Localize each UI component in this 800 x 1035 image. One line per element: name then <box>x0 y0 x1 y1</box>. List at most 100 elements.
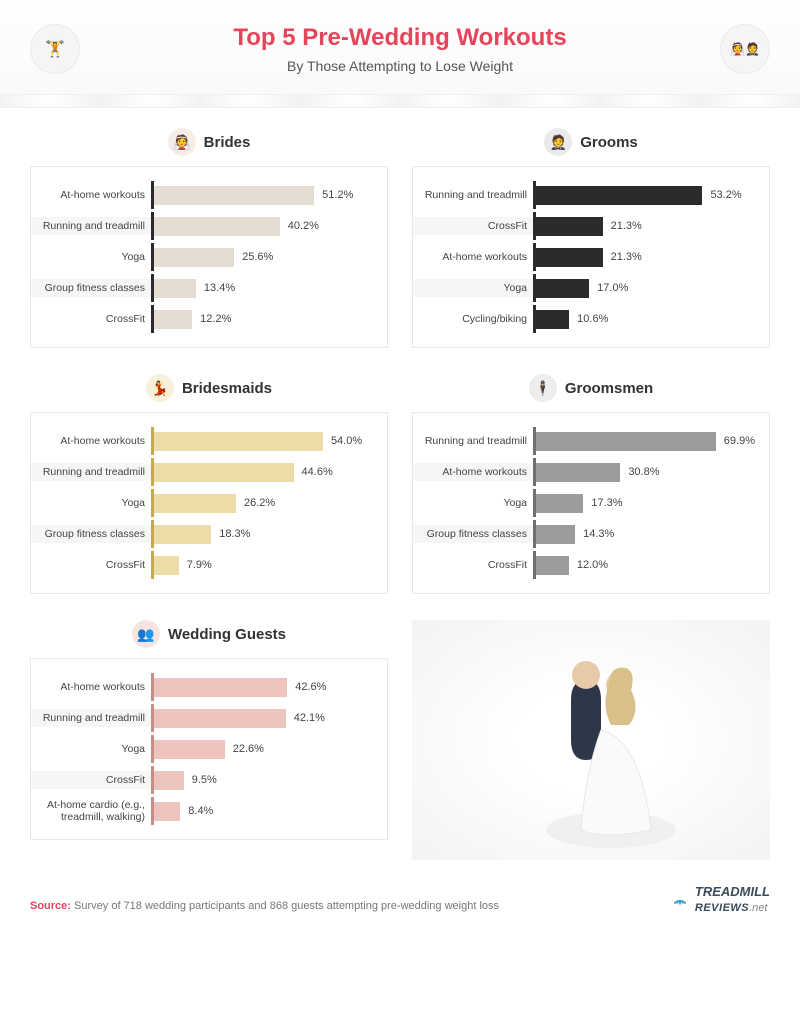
bar-label: CrossFit <box>413 556 533 574</box>
bar-row: At-home workouts21.3% <box>413 243 755 271</box>
bar-value: 42.6% <box>295 681 326 693</box>
bar-track: 17.0% <box>536 274 755 302</box>
bar-row: Cycling/biking10.6% <box>413 305 755 333</box>
bar-value: 22.6% <box>233 743 264 755</box>
bar-fill <box>154 217 280 236</box>
bar-label: At-home workouts <box>31 678 151 696</box>
bar-fill <box>536 310 569 329</box>
dumbbell-icon: 🏋 <box>30 24 80 74</box>
bar-fill <box>154 279 196 298</box>
bar-row: At-home cardio (e.g., treadmill, walking… <box>31 797 373 825</box>
bar-track: 69.9% <box>536 427 755 455</box>
chart-title-text: Groomsmen <box>565 380 653 397</box>
bar-row: Running and treadmill69.9% <box>413 427 755 455</box>
bar-row: Yoga 22.6% <box>31 735 373 763</box>
bar-fill <box>536 279 589 298</box>
bar-label: At-home workouts <box>31 432 151 450</box>
bar-label: At-home workouts <box>413 463 533 481</box>
brand-logo: TREADMILL REVIEWS.net <box>671 884 770 914</box>
bar-fill <box>536 248 603 267</box>
bar-fill <box>154 463 294 482</box>
chart-title-text: Wedding Guests <box>168 626 286 643</box>
wave-divider <box>0 94 800 108</box>
bar-fill <box>154 802 180 821</box>
bar-track: 42.1% <box>154 704 373 732</box>
bar-track: 51.2% <box>154 181 373 209</box>
bar-value: 9.5% <box>192 774 217 786</box>
bar-fill <box>536 186 702 205</box>
bar-row: At-home workouts30.8% <box>413 458 755 486</box>
bar-value: 42.1% <box>294 712 325 724</box>
bar-fill <box>536 525 575 544</box>
photo-placeholder <box>412 620 770 860</box>
bar-value: 69.9% <box>724 435 755 447</box>
bar-track: 21.3% <box>536 212 755 240</box>
bar-row: Group fitness classes13.4% <box>31 274 373 302</box>
brand-text: TREADMILL REVIEWS.net <box>695 884 770 914</box>
bar-fill <box>154 678 287 697</box>
icon-glyph: 🏋 <box>45 39 65 59</box>
chart-box: At-home workouts 42.6% Running and treadmi… <box>30 658 388 840</box>
bar-fill <box>154 432 323 451</box>
bar-track: 12.0% <box>536 551 755 579</box>
bar-row: CrossFit7.9% <box>31 551 373 579</box>
bar-value: 18.3% <box>219 528 250 540</box>
bar-value: 13.4% <box>204 282 235 294</box>
bar-value: 44.6% <box>302 466 333 478</box>
bar-value: 17.0% <box>597 282 628 294</box>
chart-title: 🕴 Groomsmen <box>412 374 770 402</box>
bar-fill <box>154 525 211 544</box>
bar-row: Running and treadmill42.1% <box>31 704 373 732</box>
bar-row: At-home workouts51.2% <box>31 181 373 209</box>
brand-wifi-icon <box>671 890 689 908</box>
page-subtitle: By Those Attempting to Lose Weight <box>30 58 770 74</box>
chart-title: 💃Bridesmaids <box>30 374 388 402</box>
groomsmen-icon: 🕴 <box>529 374 557 402</box>
bar-row: Running and treadmill53.2% <box>413 181 755 209</box>
chart-box: Running and treadmill53.2%CrossFit21.3%A… <box>412 166 770 348</box>
bar-track: 40.2% <box>154 212 373 240</box>
chart-box: At-home workouts54.0%Running and treadmi… <box>30 412 388 594</box>
bar-fill <box>536 494 583 513</box>
bar-track: 44.6% <box>154 458 373 486</box>
chart-title-text: Grooms <box>580 134 638 151</box>
bar-track: 7.9% <box>154 551 373 579</box>
bar-value: 53.2% <box>710 189 741 201</box>
bar-row: CrossFit21.3% <box>413 212 755 240</box>
bar-fill <box>154 771 184 790</box>
bar-row: Yoga 17.3% <box>413 489 755 517</box>
bar-label: Yoga <box>413 494 533 512</box>
bar-track: 26.2% <box>154 489 373 517</box>
bar-fill <box>154 186 314 205</box>
brides-icon: 👰 <box>168 128 196 156</box>
chart-brides: 👰 Brides At-home workouts51.2% Running and … <box>30 128 388 348</box>
bar-value: 17.3% <box>591 497 622 509</box>
bar-label: Running and treadmill <box>31 217 151 235</box>
bar-track: 54.0% <box>154 427 373 455</box>
chart-guests: 👥 Wedding Guests At-home workouts 42.6% Runn… <box>30 620 388 860</box>
bar-label: CrossFit <box>31 310 151 328</box>
guests-icon: 👥 <box>132 620 160 648</box>
bar-row: Group fitness classes14.3% <box>413 520 755 548</box>
bar-row: Running and treadmill 44.6% <box>31 458 373 486</box>
bar-label: Running and treadmill <box>31 463 151 481</box>
bar-track: 22.6% <box>154 735 373 763</box>
bar-fill <box>536 432 716 451</box>
charts-grid: 👰BridesAt-home workouts51.2%Running and … <box>0 108 800 870</box>
chart-title-text: Brides <box>204 134 251 151</box>
bar-fill <box>536 463 620 482</box>
bar-fill <box>536 556 569 575</box>
bar-label: Yoga <box>31 740 151 758</box>
bar-value: 10.6% <box>577 313 608 325</box>
bar-label: Yoga <box>31 494 151 512</box>
bar-track: 21.3% <box>536 243 755 271</box>
bar-value: 8.4% <box>188 805 213 817</box>
bar-row: Yoga 26.2% <box>31 489 373 517</box>
bar-fill <box>154 556 179 575</box>
bar-fill <box>154 740 225 759</box>
bar-row: At-home workouts54.0% <box>31 427 373 455</box>
bar-row: CrossFit12.0% <box>413 551 755 579</box>
bar-value: 26.2% <box>244 497 275 509</box>
infographic-page: 🏋 Top 5 Pre-Wedding Workouts By Those At… <box>0 0 800 934</box>
bar-label: CrossFit <box>413 217 533 235</box>
